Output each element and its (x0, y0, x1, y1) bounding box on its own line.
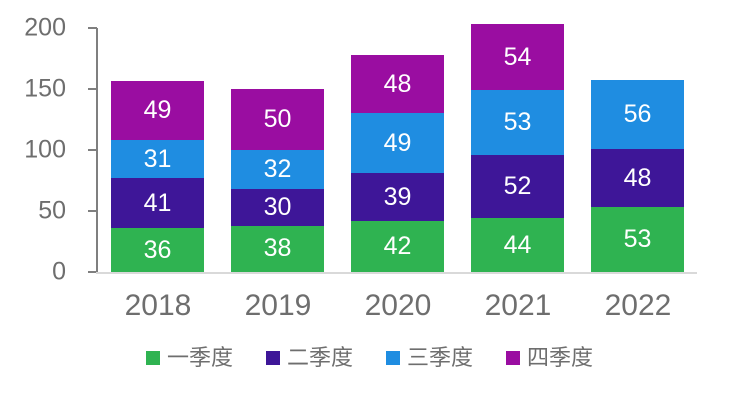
bar-value-label: 48 (383, 69, 412, 98)
legend-swatch-q3 (386, 351, 400, 366)
bar-value-label: 53 (623, 225, 652, 254)
bar-value-label: 39 (383, 182, 412, 211)
bar-value-label: 30 (263, 192, 292, 221)
x-tick-label: 2020 (364, 289, 432, 322)
y-tick-label: 0 (52, 257, 66, 286)
legend-item-q1: 一季度 (145, 345, 233, 371)
legend-item-q2: 二季度 (265, 345, 353, 371)
bar-segment-q3: 56 (591, 80, 684, 149)
bar-value-label: 32 (263, 155, 292, 184)
bar-2020: 42 39 49 48 (351, 54, 444, 272)
legend: 一季度 二季度 三季度 四季度 (0, 345, 739, 371)
x-axis-line (96, 272, 697, 274)
bar-segment-q1: 42 (351, 220, 444, 272)
bar-segment-q1: 44 (471, 218, 564, 272)
bar-value-label: 44 (503, 230, 532, 259)
bar-slot-2022: 53 48 56 (578, 28, 698, 272)
bar-value-label: 31 (143, 144, 172, 173)
x-tick-label: 2019 (244, 289, 312, 322)
y-axis: 0 50 100 150 200 (0, 14, 97, 286)
bar-segment-q4: 50 (231, 89, 324, 151)
legend-label: 四季度 (527, 345, 594, 370)
bar-2018: 36 41 31 49 (111, 80, 204, 272)
legend-label: 三季度 (407, 345, 474, 370)
bar-slot-2018: 36 41 31 49 (98, 28, 218, 272)
bar-segment-q2: 48 (591, 148, 684, 208)
bar-value-label: 42 (383, 231, 412, 260)
bar-segment-q2: 52 (471, 154, 564, 219)
bar-value-label: 49 (143, 95, 172, 124)
legend-swatch-q1 (145, 351, 160, 366)
bar-segment-q2: 41 (111, 178, 204, 229)
y-tick-label: 100 (24, 135, 66, 164)
y-tick-label: 50 (38, 196, 66, 225)
bar-slot-2020: 42 39 49 48 (338, 28, 458, 272)
y-tick-label: 150 (24, 74, 66, 103)
bar-segment-q4: 48 (351, 54, 444, 114)
bar-value-label: 49 (383, 128, 412, 157)
bar-segment-q3: 32 (231, 150, 324, 190)
x-tick-label: 2022 (604, 289, 672, 322)
y-tick-mark (88, 271, 97, 273)
legend-swatch-q4 (506, 351, 521, 366)
bar-2019: 38 30 32 50 (231, 89, 324, 272)
bar-segment-q3: 49 (351, 113, 444, 174)
plot-area: 36 41 31 49 38 30 32 50 42 39 49 48 (98, 24, 698, 272)
bar-segment-q4: 49 (111, 80, 204, 141)
bar-segment-q1: 36 (111, 228, 204, 272)
bar-value-label: 48 (623, 163, 652, 192)
bar-value-label: 56 (623, 100, 652, 129)
bar-segment-q4: 54 (471, 24, 564, 91)
x-tick-label: 2018 (124, 289, 192, 322)
legend-swatch-q2 (265, 351, 280, 366)
y-tick-label: 200 (24, 13, 66, 42)
bar-segment-q3: 53 (471, 90, 564, 155)
x-axis: 2018 2019 2020 2021 2022 (98, 289, 698, 323)
bar-segment-q1: 53 (591, 207, 684, 272)
bar-2022: 53 48 56 (591, 80, 684, 272)
bar-value-label: 50 (263, 105, 292, 134)
bar-slot-2021: 44 52 53 54 (458, 24, 578, 272)
y-tick-mark (88, 27, 97, 29)
bar-slot-2019: 38 30 32 50 (218, 28, 338, 272)
bar-value-label: 41 (143, 188, 172, 217)
legend-label: 一季度 (166, 345, 233, 370)
bar-value-label: 53 (503, 108, 532, 137)
bar-value-label: 52 (503, 172, 532, 201)
y-axis-line (96, 28, 98, 273)
bar-segment-q2: 30 (231, 189, 324, 226)
legend-label: 二季度 (286, 345, 353, 370)
y-tick-mark (88, 88, 97, 90)
bar-segment-q2: 39 (351, 173, 444, 221)
bar-segment-q3: 31 (111, 140, 204, 179)
bar-value-label: 54 (503, 42, 532, 71)
bar-value-label: 36 (143, 235, 172, 264)
legend-item-q4: 四季度 (506, 345, 593, 371)
x-tick-label: 2021 (484, 289, 552, 322)
y-tick-mark (88, 210, 97, 212)
legend-item-q3: 三季度 (386, 345, 473, 371)
bar-segment-q1: 38 (231, 225, 324, 272)
y-tick-mark (88, 149, 97, 151)
bar-2021: 44 52 53 54 (471, 24, 564, 272)
bar-value-label: 38 (263, 234, 292, 263)
